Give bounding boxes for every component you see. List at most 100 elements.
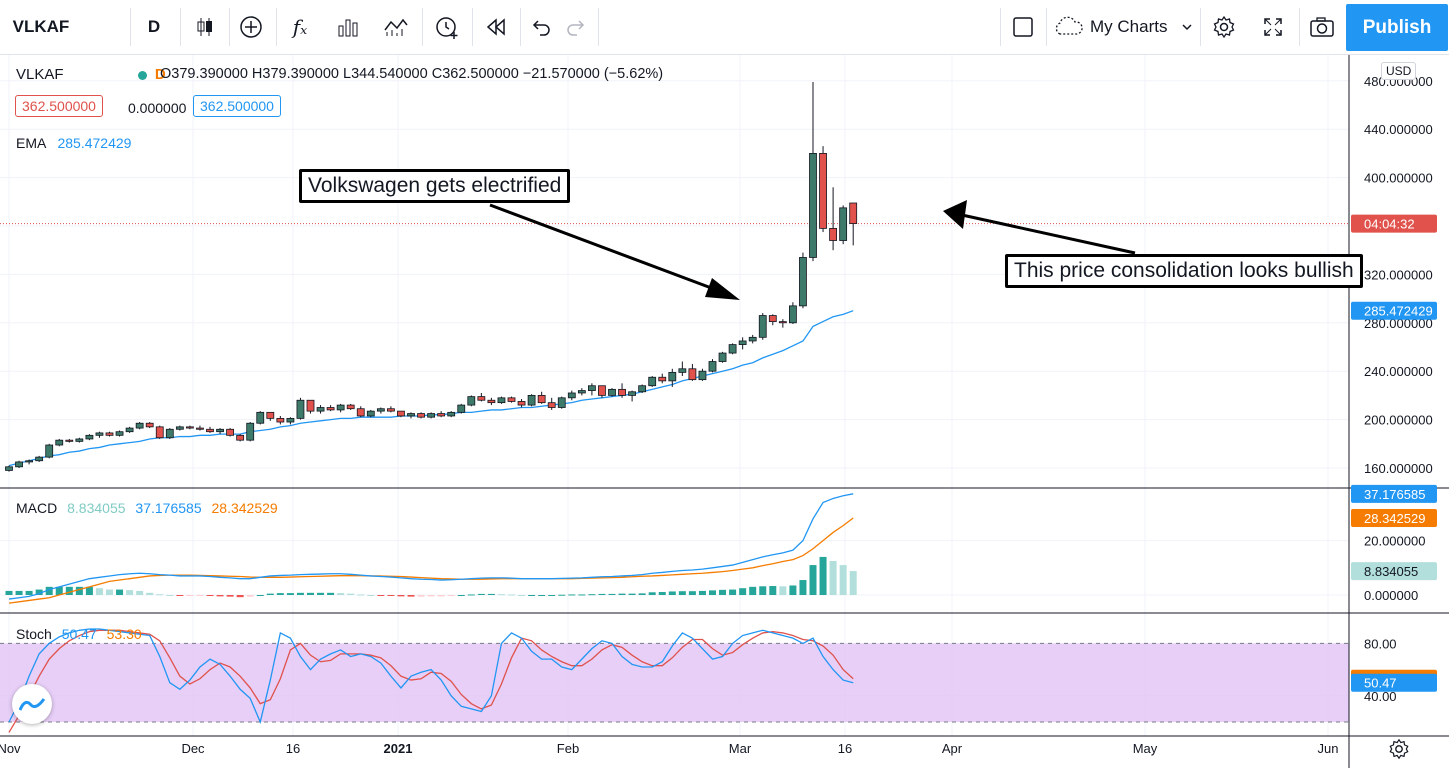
macd-label: MACD	[16, 500, 58, 516]
macd-hist-bar-64	[648, 592, 656, 595]
stoch-band	[0, 643, 1349, 722]
candle-body-33	[336, 404, 345, 411]
fullscreen-square-icon[interactable]	[1003, 0, 1043, 54]
redo-icon[interactable]	[558, 0, 594, 54]
macd-hist-bar-61	[618, 593, 626, 595]
candle-body-60	[608, 388, 616, 396]
candle-body-80	[809, 153, 817, 258]
macd-hist-bar-43	[437, 595, 445, 597]
financials-bar-icon[interactable]	[328, 0, 368, 54]
candle-body-9	[95, 432, 104, 436]
signal-axis-badge: 28.342529	[1364, 511, 1425, 526]
tradingview-logo-icon[interactable]	[12, 684, 52, 724]
legend-row: VLKAF D	[16, 66, 166, 83]
ema-label: EMA	[16, 135, 46, 151]
candle-body-40	[407, 413, 415, 417]
arrow-right-head	[943, 200, 967, 229]
time-tick-2: 16	[286, 741, 300, 756]
macd-hist-bar-16	[166, 595, 174, 596]
undo-icon[interactable]	[523, 0, 559, 54]
macd-hist-bar-5	[55, 586, 63, 595]
countdown-badge-bg	[1351, 214, 1437, 233]
macd-legend: MACD 8.834055 37.176585 28.342529	[16, 500, 278, 516]
stoch-tick-1: 80.00	[1364, 636, 1397, 651]
camera-snapshot-icon[interactable]	[1302, 0, 1342, 54]
annotation-right: This price consolidation looks bullish	[1005, 254, 1363, 288]
time-tick-5: Mar	[729, 741, 752, 756]
time-tick-0: Nov	[0, 741, 21, 756]
candle-body-34	[346, 404, 355, 410]
bid-box[interactable]: 362.500000	[15, 95, 103, 117]
compare-chart-icon[interactable]	[376, 0, 416, 54]
macd-hist-bar-41	[417, 595, 425, 597]
alert-clock-icon[interactable]	[426, 0, 468, 54]
expand-arrows-icon[interactable]	[1253, 0, 1293, 54]
symbol-search[interactable]: VLKAF	[12, 17, 70, 36]
macd-signal-value: 28.342529	[211, 500, 278, 516]
candle-body-78	[789, 305, 797, 324]
candle-body-62	[628, 391, 636, 396]
macd-hist-bar-20	[206, 595, 214, 596]
time-tick-9: Jun	[1318, 741, 1339, 756]
indicators-fx-icon[interactable]: 𝑓ₓ	[292, 15, 308, 39]
macd-hist-bar-4	[45, 586, 53, 595]
price-tick-4: 320.000000	[1364, 267, 1433, 282]
macd-hist-bar-55	[558, 594, 566, 596]
candle-body-75	[758, 315, 767, 338]
macd-hist-bar-52	[528, 595, 536, 596]
cloud-icon	[1055, 16, 1083, 35]
macd-hist-bar-15	[156, 594, 164, 596]
macd-hist-bar-7	[75, 586, 83, 595]
settings-gear-icon[interactable]	[1204, 0, 1244, 54]
stoch-d-value: 53.30	[106, 626, 142, 642]
macd-hist-bar-9	[95, 588, 103, 595]
macd-hist-bar-11	[116, 589, 124, 595]
candle-body-13	[135, 422, 144, 429]
replay-rewind-icon[interactable]	[476, 0, 516, 54]
macd-hist-bar-1	[15, 590, 23, 595]
candle-body-41	[417, 413, 425, 418]
time-axis-settings-gear-icon[interactable]	[1388, 738, 1412, 762]
macd-hist-bar-19	[196, 595, 204, 596]
macd-hist-bar-31	[317, 592, 325, 595]
hist-axis-badge-bg	[1351, 562, 1437, 581]
macd-hist-bar-26	[266, 593, 274, 595]
stoch-legend: Stoch 50.47 53.30	[16, 626, 142, 642]
countdown-badge: 04:04:32	[1364, 217, 1415, 232]
candle-body-79	[799, 257, 807, 307]
annotation-left: Volkswagen gets electrified	[299, 169, 571, 203]
layout-menu[interactable]: My Charts	[1052, 0, 1202, 54]
ask-box[interactable]: 362.500000	[193, 95, 281, 117]
candle-body-43	[437, 413, 446, 417]
price-axis: 160.000000200.000000240.000000280.000000…	[1351, 74, 1437, 704]
time-tick-6: 16	[838, 741, 852, 756]
macd-hist-bar-30	[307, 592, 314, 595]
macd-line-series	[8, 493, 854, 600]
candle-body-52	[527, 394, 536, 406]
ema-series	[8, 310, 854, 467]
spread-value: 0.000000	[128, 100, 187, 116]
ema-axis-badge: 285.472429	[1364, 304, 1433, 319]
add-indicator-plus-icon[interactable]	[232, 0, 270, 54]
macd-hist-bar-38	[387, 595, 395, 596]
chevron-down-icon	[1182, 24, 1192, 31]
candle-body-20	[206, 428, 214, 433]
market-status-dot	[137, 70, 147, 80]
chart-canvas[interactable]: 160.000000200.000000240.000000280.000000…	[0, 55, 1449, 768]
candle-body-67	[678, 368, 687, 373]
macd-tick-1: 20.000000	[1364, 534, 1425, 549]
publish-button[interactable]: Publish	[1346, 4, 1448, 51]
macd-hist-bar-36	[367, 595, 375, 596]
currency-badge[interactable]: USD	[1381, 62, 1417, 80]
interval-button[interactable]: D	[147, 17, 161, 36]
candle-body-49	[497, 397, 506, 404]
candle-body-16	[165, 428, 174, 439]
macd-hist-bar-53	[538, 595, 546, 596]
candle-body-45	[457, 404, 466, 413]
ema-value: 285.472429	[57, 135, 132, 151]
macd-hist-bar-77	[779, 586, 787, 595]
ema-line	[8, 310, 854, 467]
macd-hist-bar-18	[186, 595, 194, 596]
candle-body-15	[155, 426, 164, 439]
chart-type-candles-icon[interactable]	[185, 0, 225, 54]
